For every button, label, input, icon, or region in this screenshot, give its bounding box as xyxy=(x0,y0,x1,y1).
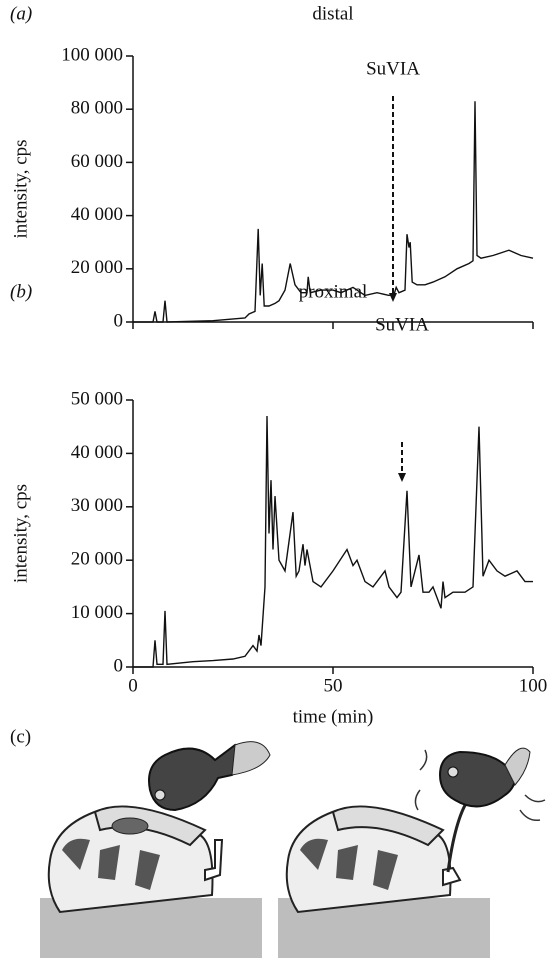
y-axis-label: intensity, cps xyxy=(10,139,31,238)
panel-label: (b) xyxy=(10,281,32,302)
y-tick-label: 100 000 xyxy=(61,44,123,65)
y-tick-label: 0 xyxy=(114,310,124,331)
x-tick-label: 0 xyxy=(128,675,138,696)
annotation-arrowhead xyxy=(389,293,397,302)
x-tick-label: 100 xyxy=(519,675,548,696)
y-tick-label: 80 000 xyxy=(71,98,123,119)
y-axis-label: intensity, cps xyxy=(10,484,31,583)
y-tick-label: 20 000 xyxy=(71,549,123,570)
chart-title: distal xyxy=(312,3,353,24)
annotation: SuVIA xyxy=(375,314,429,335)
y-tick-label: 30 000 xyxy=(71,495,123,516)
x-tick-label: 50 xyxy=(324,675,343,696)
y-tick-label: 40 000 xyxy=(71,204,123,225)
x-axis-label: time (min) xyxy=(293,706,374,727)
y-tick-label: 0 xyxy=(114,655,124,676)
y-tick-label: 20 000 xyxy=(71,257,123,278)
data-line xyxy=(133,415,533,668)
annotation-arrowhead xyxy=(398,473,406,482)
chart-title: proximal xyxy=(299,281,368,302)
y-tick-label: 10 000 xyxy=(71,602,123,623)
y-tick-label: 50 000 xyxy=(71,388,123,409)
y-tick-label: 40 000 xyxy=(71,442,123,463)
data-line xyxy=(133,101,534,323)
y-tick-label: 60 000 xyxy=(71,151,123,172)
panel-label: (c) xyxy=(10,726,31,747)
illustration xyxy=(40,741,546,958)
annotation: SuVIA xyxy=(366,58,420,79)
panel-label: (a) xyxy=(10,3,32,24)
